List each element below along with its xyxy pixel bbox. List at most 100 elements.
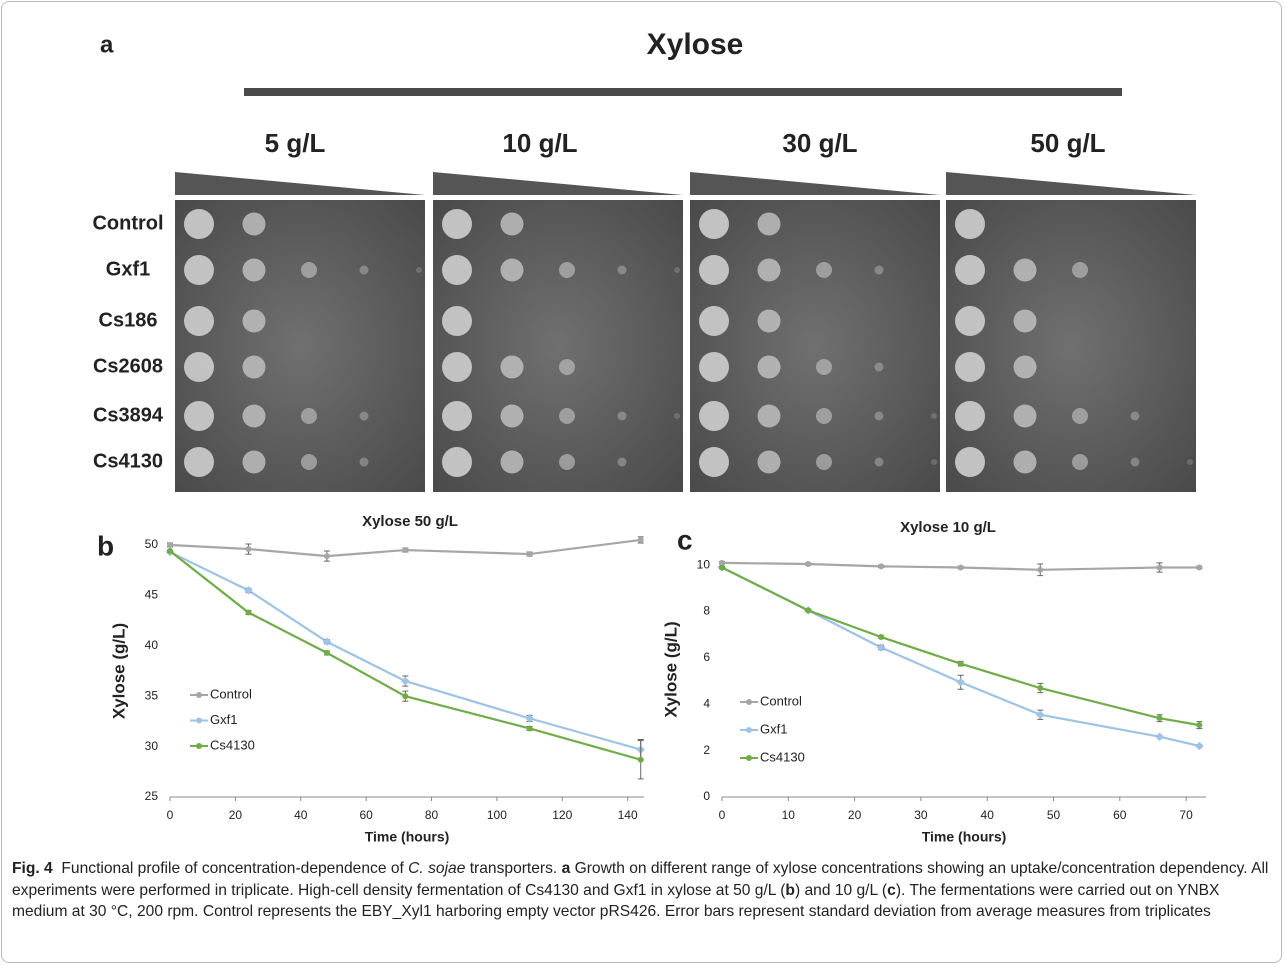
colony-spot xyxy=(931,413,937,419)
colony-spot xyxy=(699,255,729,285)
colony-spot xyxy=(500,450,524,474)
data-point xyxy=(402,547,409,554)
colony-spot xyxy=(1072,408,1088,424)
caption-text: ). The fermentations were carried out on… xyxy=(12,881,1220,921)
x-tick-label: 100 xyxy=(487,808,507,822)
colony-spot xyxy=(699,306,729,336)
colony-spot xyxy=(242,404,266,428)
panel-title: Xylose xyxy=(647,28,744,61)
data-point xyxy=(637,756,644,763)
caption-text: b xyxy=(785,881,795,899)
data-point xyxy=(719,564,725,571)
strain-label: Cs3894 xyxy=(93,404,164,426)
chart-label: c xyxy=(677,524,693,555)
caption-text: Growth on different range of xylose conc… xyxy=(12,860,1269,899)
colony-spot xyxy=(874,362,884,372)
colony-spot xyxy=(816,262,832,278)
series-line xyxy=(169,550,642,761)
colony-spot xyxy=(816,359,832,375)
colony-spot xyxy=(442,447,472,477)
colony-spot xyxy=(1013,355,1037,379)
x-tick-label: 0 xyxy=(167,808,174,822)
plate-photo xyxy=(175,200,425,492)
colony-spot xyxy=(442,255,472,285)
colony-spot xyxy=(500,355,524,379)
plate-photo xyxy=(433,200,683,492)
legend-label: Gxf1 xyxy=(210,712,237,727)
x-tick-label: 50 xyxy=(1047,808,1061,822)
caption-text: C. sojae xyxy=(408,860,466,877)
data-point xyxy=(323,649,330,656)
colony-spot xyxy=(874,457,884,467)
colony-spot xyxy=(757,355,781,379)
chart-title: Xylose 10 g/L xyxy=(900,519,996,536)
concentration-label: 10 g/L xyxy=(502,128,577,158)
figure: a Xylose 5 g/L 10 g/L 30 g/L 50 g/L Control G… xyxy=(92,28,1206,845)
colony-spot xyxy=(757,404,781,428)
colony-spot xyxy=(559,408,575,424)
y-tick-label: 2 xyxy=(703,743,710,757)
data-point xyxy=(719,559,725,566)
data-point xyxy=(525,714,534,723)
colony-spot xyxy=(931,459,937,465)
colony-spot xyxy=(500,258,524,282)
data-point xyxy=(245,546,252,553)
data-point xyxy=(878,563,885,570)
data-point xyxy=(401,676,410,686)
colony-spot xyxy=(242,309,266,333)
x-tick-label: 120 xyxy=(552,808,572,822)
data-point xyxy=(1196,564,1203,571)
legend-marker xyxy=(746,755,752,761)
y-tick-label: 10 xyxy=(697,557,711,571)
data-point xyxy=(956,678,965,687)
data-point xyxy=(878,634,885,641)
y-tick-label: 25 xyxy=(145,789,159,803)
colony-spot xyxy=(442,401,472,431)
data-point xyxy=(167,542,173,548)
x-tick-label: 60 xyxy=(1113,808,1127,822)
x-axis-label: Time (hours) xyxy=(365,829,450,845)
colony-spot xyxy=(757,309,781,333)
colony-spot xyxy=(184,209,214,239)
y-tick-label: 45 xyxy=(145,588,159,602)
colony-spot xyxy=(699,401,729,431)
data-point xyxy=(957,564,964,571)
dilution-wedge xyxy=(946,172,1196,195)
colony-spot xyxy=(559,359,575,375)
legend-marker xyxy=(196,743,202,749)
legend-marker xyxy=(196,717,202,724)
concentration-label: 5 g/L xyxy=(265,128,326,158)
colony-spot xyxy=(442,209,472,239)
colony-spot xyxy=(301,408,317,424)
colony-spot xyxy=(442,306,472,336)
x-tick-label: 140 xyxy=(618,808,638,822)
y-tick-label: 50 xyxy=(145,537,159,551)
strain-label: Control xyxy=(92,212,163,234)
colony-spot xyxy=(1013,258,1037,282)
x-tick-label: 80 xyxy=(425,808,439,822)
colony-spot xyxy=(359,457,369,467)
data-point xyxy=(323,553,330,560)
caption: Fig. 4 Functional profile of concentrati… xyxy=(12,858,1274,923)
colony-spot xyxy=(874,411,884,421)
data-point xyxy=(1195,741,1204,751)
data-point xyxy=(1037,685,1044,692)
y-tick-label: 40 xyxy=(145,638,159,652)
colony-spot xyxy=(1013,404,1037,428)
series-line xyxy=(169,551,642,751)
x-tick-label: 10 xyxy=(782,808,796,822)
x-tick-label: 40 xyxy=(981,808,995,822)
colony-spot xyxy=(699,352,729,382)
colony-spot xyxy=(500,212,524,236)
colony-spot xyxy=(874,265,884,275)
colony-spot xyxy=(617,411,627,421)
colony-spot xyxy=(301,454,317,470)
colony-spot xyxy=(955,401,985,431)
caption-text: c xyxy=(887,881,896,899)
colony-spot xyxy=(184,401,214,431)
plate-photo xyxy=(946,200,1196,492)
legend-marker xyxy=(196,692,202,698)
data-point xyxy=(805,561,812,568)
x-tick-label: 30 xyxy=(914,808,928,822)
colony-spot xyxy=(674,267,680,273)
